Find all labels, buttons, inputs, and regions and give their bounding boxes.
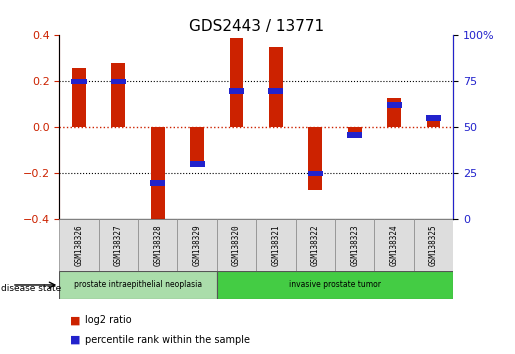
Bar (190, 127, 204, 167)
Bar (348, 127, 362, 134)
Text: GSM138320: GSM138320 (232, 224, 241, 266)
Bar (230, 38, 244, 127)
Bar (99, 219, 138, 271)
Bar (335, 219, 374, 271)
Bar (111, 63, 125, 127)
Bar (229, 88, 244, 93)
Bar (59, 219, 99, 271)
Bar (177, 219, 217, 271)
Text: invasive prostate tumor: invasive prostate tumor (289, 280, 381, 290)
Text: GSM138329: GSM138329 (193, 224, 201, 266)
Bar (138, 219, 177, 271)
Text: prostate intraepithelial neoplasia: prostate intraepithelial neoplasia (74, 280, 202, 290)
Bar (150, 180, 165, 185)
Text: percentile rank within the sample: percentile rank within the sample (85, 335, 250, 345)
Text: GSM138327: GSM138327 (114, 224, 123, 266)
Text: GSM138323: GSM138323 (350, 224, 359, 266)
Bar (269, 47, 283, 127)
Bar (387, 97, 401, 127)
Bar (268, 88, 283, 93)
Bar (414, 219, 453, 271)
Bar (151, 127, 165, 229)
Bar (426, 116, 440, 127)
Text: GSM138324: GSM138324 (390, 224, 399, 266)
Bar (190, 161, 204, 167)
Text: log2 ratio: log2 ratio (85, 315, 132, 325)
Bar (72, 68, 86, 127)
Bar (111, 79, 126, 84)
Text: GSM138328: GSM138328 (153, 224, 162, 266)
Bar (308, 171, 323, 176)
Text: ■: ■ (70, 335, 80, 345)
Text: GSM138326: GSM138326 (75, 224, 83, 266)
Text: GSM138325: GSM138325 (429, 224, 438, 266)
Text: GSM138322: GSM138322 (311, 224, 320, 266)
Bar (296, 219, 335, 271)
Bar (387, 102, 402, 108)
Text: ■: ■ (70, 315, 80, 325)
Bar (72, 79, 87, 84)
Bar (308, 127, 322, 190)
Bar (59, 271, 217, 299)
Bar (426, 115, 441, 121)
Text: disease state: disease state (1, 284, 61, 293)
Bar (217, 219, 256, 271)
Text: GSM138321: GSM138321 (271, 224, 280, 266)
Bar (217, 271, 453, 299)
Bar (374, 219, 414, 271)
Bar (347, 132, 362, 138)
Title: GDS2443 / 13771: GDS2443 / 13771 (188, 19, 324, 34)
Bar (256, 219, 296, 271)
